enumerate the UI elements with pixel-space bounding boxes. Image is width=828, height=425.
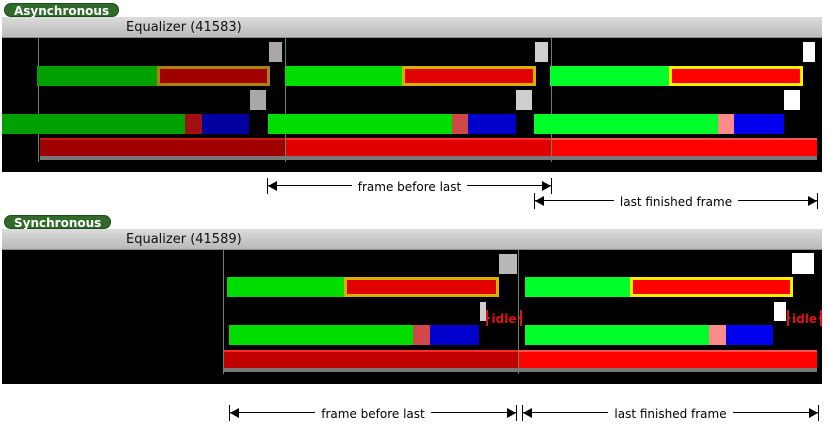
async-window-title: Equalizer (41583) xyxy=(126,20,242,35)
sync-marker xyxy=(499,254,517,274)
asynchronous-badge: Asynchronous xyxy=(4,3,120,18)
composite-task-bar xyxy=(224,350,518,368)
sync-marker xyxy=(516,90,532,110)
idle-label: idle xyxy=(790,312,819,326)
draw-task-bar xyxy=(285,66,403,86)
composite-task-bar xyxy=(286,138,551,156)
transmit-task-bar xyxy=(452,114,468,134)
draw-task-bar xyxy=(2,114,185,134)
draw-task-bar xyxy=(550,66,670,86)
transmit-task-bar xyxy=(185,114,202,134)
transmit-task-bar xyxy=(718,114,734,134)
composite-task-bar xyxy=(519,350,817,368)
arrow-left-icon xyxy=(523,408,532,418)
async-last-finished-frame-span: last finished frame xyxy=(534,191,818,211)
compress-task-bar xyxy=(734,114,784,134)
readback-task-bar xyxy=(402,66,536,86)
draw-task-bar xyxy=(227,277,345,297)
composite-task-bar xyxy=(552,138,817,156)
arrow-right-icon xyxy=(808,196,817,206)
draw-task-bar xyxy=(37,66,158,86)
transmit-task-bar xyxy=(709,325,726,345)
frame-boundary-line xyxy=(223,250,224,374)
synchronous-badge: Synchronous xyxy=(4,215,112,230)
timeline-baseline xyxy=(40,156,817,160)
sync-window-title: Equalizer (41589) xyxy=(126,232,242,247)
async-window-titlebar: Equalizer (41583) xyxy=(2,17,822,38)
sync-marker xyxy=(803,42,815,62)
frame-boundary-line xyxy=(551,38,552,162)
compress-task-bar xyxy=(726,325,773,345)
arrow-left-icon xyxy=(268,181,277,191)
arrow-right-icon xyxy=(507,408,516,418)
draw-task-bar xyxy=(534,114,718,134)
arrow-right-icon xyxy=(542,181,551,191)
sync-marker xyxy=(774,302,786,321)
sync-last-finished-frame-label: last finished frame xyxy=(608,407,733,421)
arrow-left-icon xyxy=(535,196,544,206)
sync-marker xyxy=(480,302,486,321)
draw-task-bar xyxy=(525,277,631,297)
sync-timeline-panel: idle idle xyxy=(2,250,822,384)
sync-frame-before-last-span: frame before last xyxy=(229,403,517,423)
idle-indicator: idle xyxy=(486,310,522,326)
async-frame-before-last-span: frame before last xyxy=(267,176,552,196)
frame-boundary-line xyxy=(518,250,519,374)
idle-indicator: idle xyxy=(787,310,822,326)
frame-boundary-line xyxy=(285,38,286,162)
composite-task-bar xyxy=(40,138,285,156)
transmit-task-bar xyxy=(413,325,430,345)
sync-marker xyxy=(250,90,266,110)
compress-task-bar xyxy=(202,114,249,134)
idle-label: idle xyxy=(489,312,519,326)
arrow-right-icon xyxy=(809,408,818,418)
async-frame-before-last-label: frame before last xyxy=(351,180,468,194)
sync-marker xyxy=(535,42,548,62)
sync-frame-before-last-label: frame before last xyxy=(315,407,431,421)
draw-task-bar xyxy=(525,325,709,345)
draw-task-bar xyxy=(268,114,452,134)
frame-boundary-line xyxy=(38,38,39,162)
readback-task-bar xyxy=(669,66,803,86)
readback-task-bar xyxy=(157,66,270,86)
sync-marker xyxy=(784,90,800,110)
async-last-finished-frame-label: last finished frame xyxy=(613,195,739,209)
compress-task-bar xyxy=(468,114,516,134)
sync-window-titlebar: Equalizer (41589) xyxy=(2,229,822,250)
arrow-left-icon xyxy=(230,408,239,418)
sync-marker xyxy=(792,253,814,274)
sync-marker xyxy=(269,42,282,62)
sync-last-finished-frame-span: last finished frame xyxy=(522,403,819,423)
compress-task-bar xyxy=(430,325,479,345)
readback-task-bar xyxy=(344,277,499,297)
async-timeline-panel xyxy=(2,38,822,172)
readback-task-bar xyxy=(630,277,793,297)
timeline-baseline xyxy=(224,368,817,372)
draw-task-bar xyxy=(229,325,413,345)
